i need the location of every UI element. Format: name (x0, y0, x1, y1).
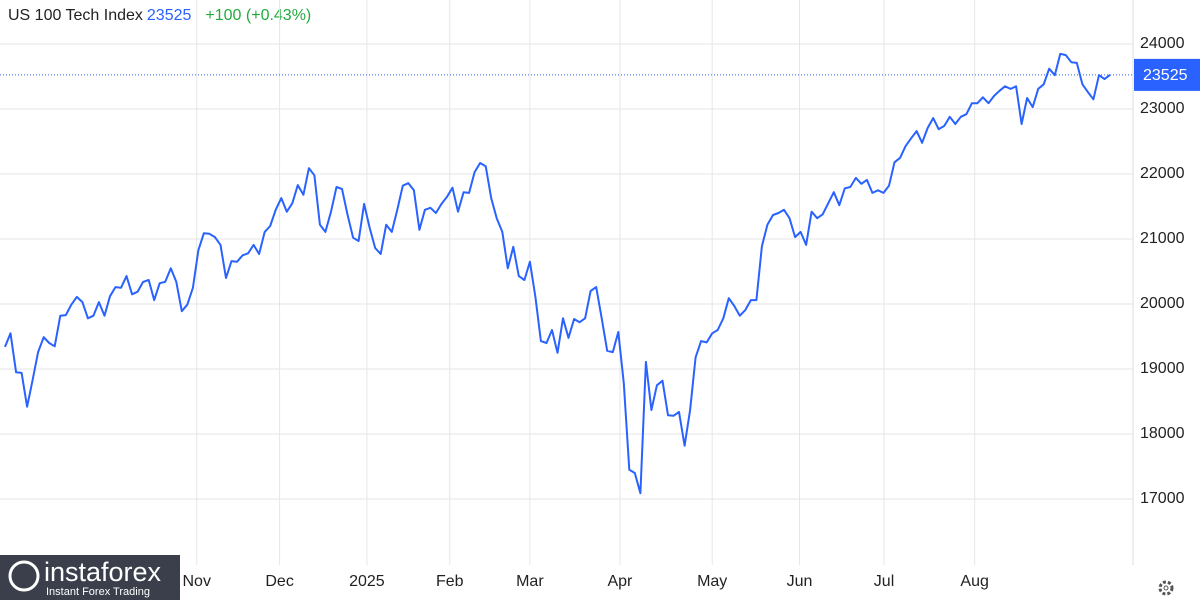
x-tick-label: Apr (607, 573, 633, 590)
header-change: +100 (+0.43%) (205, 7, 311, 24)
settings-gear-center[interactable] (1163, 585, 1169, 591)
y-tick-label: 22000 (1140, 165, 1185, 182)
chart-title: US 100 Tech Index 23525 +100 (+0.43%) (8, 7, 311, 24)
settings-icon[interactable] (1158, 580, 1174, 596)
x-tick-label: Dec (265, 573, 293, 590)
y-tick-label: 19000 (1140, 360, 1185, 377)
x-tick-label: 2025 (349, 573, 385, 590)
title: US 100 Tech Index (8, 7, 143, 24)
watermark-tagline: Instant Forex Trading (46, 586, 150, 598)
last-price-box (1134, 58, 1200, 91)
y-tick-label: 18000 (1140, 425, 1185, 442)
watermark: instaforex Instant Forex Trading (0, 555, 180, 600)
x-tick-label: Jun (787, 573, 813, 590)
x-tick-label: Jul (874, 573, 894, 590)
y-tick-label: 20000 (1140, 295, 1185, 312)
price-line (4, 52, 1111, 495)
x-tick-label: Aug (960, 573, 988, 590)
y-tick-label: 21000 (1140, 230, 1185, 247)
watermark-brand: instaforex (44, 557, 162, 587)
y-tick-label: 17000 (1140, 490, 1185, 507)
x-tick-label: May (697, 573, 727, 590)
header-price: 23525 (147, 7, 192, 24)
last-price-label: 23525 (1143, 67, 1188, 84)
settings-gear[interactable] (1158, 580, 1174, 596)
y-tick-label: 24000 (1140, 35, 1185, 52)
x-tick-label: Feb (436, 573, 464, 590)
y-tick-label: 23000 (1140, 100, 1185, 117)
x-tick-label: Mar (516, 573, 544, 590)
watermark-icon (8, 560, 40, 592)
x-tick-label: Nov (182, 573, 210, 590)
